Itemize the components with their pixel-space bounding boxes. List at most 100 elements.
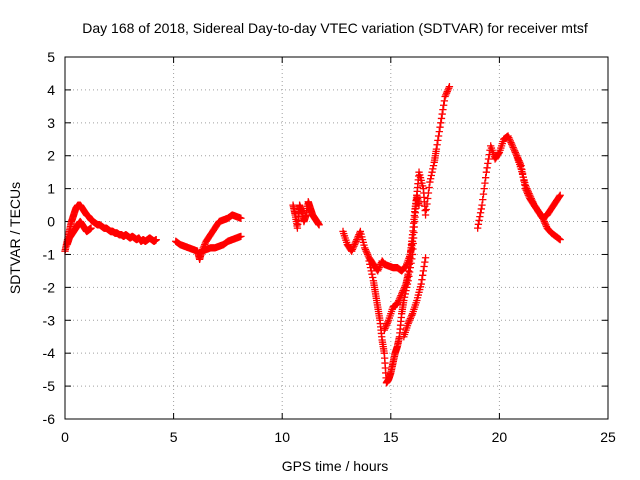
data-point-marker: [433, 141, 441, 149]
y-axis-ticks: -6 -5 -4 -3 -2 -1 0 1 2 3 4 5: [43, 49, 608, 427]
series-4: [198, 211, 245, 255]
data-point-marker: [436, 123, 444, 131]
data-point-marker: [476, 212, 484, 221]
data-point-marker: [474, 220, 483, 228]
x-axis-label: GPS time / hours: [282, 458, 389, 474]
data-point-marker: [429, 165, 437, 173]
series-7: [365, 82, 454, 387]
data-point-marker: [315, 221, 323, 229]
x-tick-label: 5: [170, 429, 178, 445]
data-point-marker: [413, 294, 422, 302]
y-tick-label: -3: [43, 312, 56, 328]
data-point-marker: [416, 174, 425, 182]
data-point-marker: [434, 132, 443, 140]
data-point-marker: [519, 173, 527, 181]
data-point-marker: [415, 288, 423, 296]
y-tick-label: -4: [43, 345, 56, 361]
data-point-marker: [368, 270, 376, 278]
y-tick-label: -6: [43, 411, 56, 427]
data-point-marker: [480, 184, 488, 193]
series-5: [289, 198, 323, 232]
data-point-marker: [356, 227, 365, 236]
data-point-marker: [237, 232, 245, 241]
data-point-marker: [419, 182, 427, 190]
data-point-marker: [477, 205, 485, 213]
data-point-marker: [440, 101, 448, 109]
data-point-marker: [367, 267, 375, 275]
data-point-marker: [475, 216, 483, 225]
data-point-marker: [435, 127, 443, 136]
data-point-marker: [416, 171, 424, 179]
data-point-marker: [483, 164, 491, 172]
data-point-marker: [484, 155, 493, 163]
data-point-marker: [417, 280, 425, 288]
data-point-marker: [357, 230, 365, 238]
data-point-marker: [87, 224, 95, 232]
series-6: [339, 227, 417, 275]
data-point-marker: [359, 238, 367, 247]
data-point-marker: [445, 82, 454, 91]
data-point-marker: [429, 161, 438, 170]
data-point-marker: [517, 165, 525, 173]
data-point-marker: [426, 178, 434, 186]
data-point-marker: [421, 258, 429, 266]
data-point-marker: [518, 167, 526, 176]
y-tick-label: -1: [43, 246, 56, 262]
data-point-marker: [425, 183, 433, 192]
y-tick-label: 3: [47, 115, 55, 131]
series-10: [474, 132, 564, 232]
data-point-marker: [152, 235, 160, 244]
data-point-marker: [421, 254, 430, 262]
data-point-marker: [434, 136, 442, 145]
data-point-marker: [369, 273, 377, 282]
data-point-marker: [419, 271, 427, 279]
data-point-marker: [440, 97, 449, 105]
data-point-marker: [437, 119, 445, 127]
data-point-marker: [481, 179, 489, 187]
data-point-marker: [366, 263, 375, 272]
x-tick-label: 10: [274, 429, 290, 445]
series-8: [380, 191, 423, 334]
data-point-marker: [521, 178, 529, 187]
data-point-marker: [358, 233, 366, 241]
data-point-marker: [415, 201, 423, 209]
data-point-marker: [365, 257, 373, 265]
chart-title: Day 168 of 2018, Sidereal Day-to-day VTE…: [82, 20, 588, 36]
data-points: [61, 82, 564, 387]
data-point-marker: [484, 159, 492, 168]
data-point-marker: [439, 106, 447, 114]
x-tick-label: 0: [61, 429, 69, 445]
data-point-marker: [420, 262, 428, 271]
data-point-marker: [413, 296, 421, 305]
data-point-marker: [421, 211, 430, 219]
series-1: [61, 201, 160, 255]
data-point-marker: [481, 174, 490, 182]
data-point-marker: [437, 114, 446, 123]
data-point-marker: [424, 189, 433, 197]
x-axis-ticks: 0 5 10 15 20 25: [61, 57, 616, 445]
y-tick-label: -5: [43, 378, 56, 394]
data-point-marker: [360, 241, 368, 249]
series-3: [172, 232, 245, 264]
data-point-marker: [479, 195, 487, 204]
data-point-marker: [556, 191, 564, 199]
data-point-marker: [520, 176, 528, 184]
data-point-marker: [419, 267, 428, 275]
data-point-marker: [417, 176, 425, 185]
y-tick-label: 5: [47, 49, 55, 65]
data-point-marker: [476, 209, 485, 217]
data-point-marker: [418, 179, 426, 187]
data-point-marker: [424, 194, 432, 203]
data-point-marker: [478, 201, 486, 209]
x-tick-label: 25: [600, 429, 616, 445]
y-tick-label: 2: [47, 148, 55, 164]
data-point-marker: [438, 110, 446, 118]
data-point-marker: [366, 260, 374, 268]
y-tick-label: 4: [47, 82, 55, 98]
data-point-marker: [414, 291, 422, 299]
series-2: [63, 217, 95, 249]
data-point-marker: [418, 276, 426, 284]
x-tick-label: 20: [492, 429, 508, 445]
plot-frame: [64, 56, 609, 420]
